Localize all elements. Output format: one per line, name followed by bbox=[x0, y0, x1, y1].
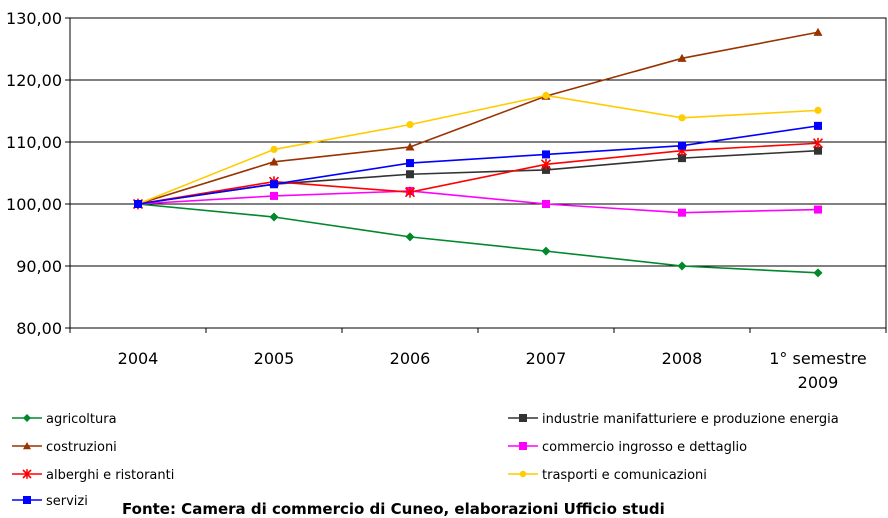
y-tick-label: 110,00 bbox=[6, 133, 62, 152]
series-6 bbox=[134, 121, 822, 208]
data-point bbox=[269, 212, 279, 222]
data-point bbox=[677, 53, 687, 62]
legend-label: alberghi e ristoranti bbox=[46, 468, 174, 483]
data-point bbox=[678, 114, 686, 122]
data-point bbox=[270, 180, 278, 189]
legend-label: commercio ingrosso e dettaglio bbox=[542, 440, 747, 455]
y-tick-label: 120,00 bbox=[6, 71, 62, 90]
data-point bbox=[406, 121, 414, 129]
legend-marker bbox=[23, 496, 31, 504]
series-lines bbox=[132, 27, 824, 278]
data-point bbox=[270, 191, 278, 200]
legend-item-6: servizi bbox=[12, 494, 88, 509]
legend-item-3: commercio ingrosso e dettaglio bbox=[508, 440, 747, 455]
data-point bbox=[269, 157, 279, 166]
legend-item-0: agricoltura bbox=[12, 412, 117, 427]
data-point bbox=[812, 137, 824, 149]
data-point bbox=[134, 200, 142, 208]
data-point bbox=[405, 232, 415, 242]
data-point bbox=[542, 165, 550, 174]
x-tick-label: 2005 bbox=[254, 349, 295, 368]
series-line bbox=[137, 94, 819, 205]
y-tick-label: 130,00 bbox=[6, 9, 62, 28]
source-note: Fonte: Camera di commercio di Cuneo, ela… bbox=[122, 500, 665, 518]
series-line bbox=[137, 142, 819, 205]
legend-label: costruzioni bbox=[46, 440, 117, 455]
data-point bbox=[814, 121, 822, 130]
legend: agricoltura industrie manifatturiere e pr… bbox=[12, 412, 839, 509]
data-point bbox=[540, 158, 552, 170]
data-point bbox=[678, 154, 686, 163]
data-point bbox=[814, 146, 822, 155]
legend-marker bbox=[22, 469, 32, 479]
legend-label: agricoltura bbox=[46, 412, 117, 427]
x-tick-label: 2007 bbox=[526, 349, 567, 368]
legend-label: trasporti e comunicazioni bbox=[542, 468, 707, 483]
data-point bbox=[814, 106, 822, 114]
x-tick-label: 2004 bbox=[118, 349, 159, 368]
x-axis-ticks: 2004 2005 2006 2007 2008 1° semestre 2009 bbox=[118, 349, 867, 392]
legend-item-2: costruzioni bbox=[12, 440, 117, 455]
series-line bbox=[137, 190, 819, 214]
data-point bbox=[542, 200, 550, 208]
legend-item-1: industrie manifatturiere e produzione en… bbox=[508, 412, 839, 427]
legend-item-5: trasporti e comunicazioni bbox=[508, 468, 707, 483]
legend-marker bbox=[23, 414, 31, 422]
legend-marker bbox=[519, 414, 527, 422]
y-tick-label: 100,00 bbox=[6, 195, 62, 214]
series-line bbox=[137, 125, 819, 205]
data-point bbox=[678, 141, 686, 150]
legend-marker bbox=[519, 442, 527, 450]
y-tick-label: 90,00 bbox=[16, 257, 62, 276]
x-tick-label: 2008 bbox=[662, 349, 703, 368]
data-point bbox=[542, 91, 550, 100]
x-tick-label: 1° semestre 2009 bbox=[769, 349, 867, 392]
data-point bbox=[270, 145, 278, 154]
data-point bbox=[404, 186, 416, 198]
data-point bbox=[813, 268, 823, 278]
legend-label: industrie manifatturiere e produzione en… bbox=[542, 412, 839, 427]
data-point bbox=[678, 208, 686, 217]
y-axis-ticks: 80,00 90,00 100,00 110,00 120,00 130,00 bbox=[6, 9, 62, 338]
x-tick-label: 2006 bbox=[390, 349, 431, 368]
data-point bbox=[406, 170, 414, 179]
data-point bbox=[541, 246, 551, 256]
legend-label: servizi bbox=[46, 494, 88, 509]
data-point bbox=[813, 27, 823, 36]
data-point bbox=[677, 261, 687, 271]
gridlines bbox=[65, 17, 887, 333]
legend-item-4: alberghi e ristoranti bbox=[12, 468, 174, 483]
series-line bbox=[137, 203, 819, 274]
legend-marker bbox=[519, 470, 527, 478]
data-point bbox=[406, 159, 414, 168]
plot-area bbox=[69, 17, 887, 329]
data-point bbox=[405, 142, 415, 151]
legend-marker bbox=[23, 442, 31, 450]
data-point bbox=[814, 205, 822, 214]
y-tick-label: 80,00 bbox=[16, 319, 62, 338]
data-point bbox=[542, 150, 550, 159]
series-line bbox=[137, 31, 819, 205]
